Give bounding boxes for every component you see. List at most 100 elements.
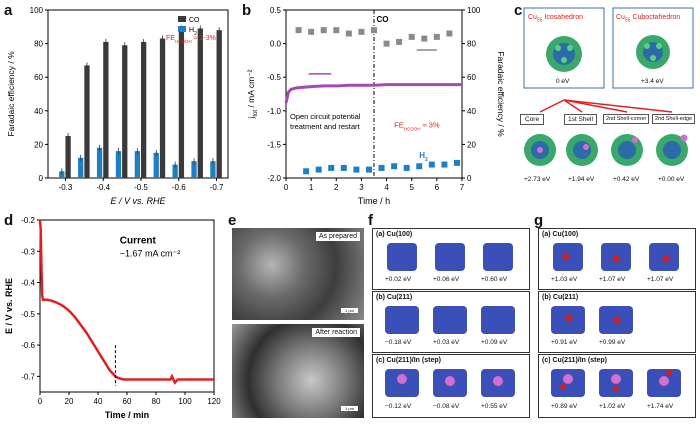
x-tick-label-d: 120 [207, 397, 221, 406]
site-edge-energy: +0.00 eV [658, 176, 685, 183]
f-row-b-title: (b) Cu(211) [376, 294, 413, 301]
x-tick-label-b: 7 [460, 183, 465, 192]
sem-image-as-prepared [232, 228, 364, 320]
y-tick-label-d: -0.3 [21, 247, 35, 256]
y-tick-label-d: -0.7 [21, 372, 35, 381]
f-row-c-title: (c) Cu(211)/In (step) [376, 357, 441, 364]
g-a-slab-3-icon [649, 243, 679, 271]
panel-g-row-a: (a) Cu(100) +1.03 eV +1.07 eV +1.07 eV [538, 228, 696, 290]
site-core-cluster-icon [524, 134, 556, 166]
chart-d: -0.2 -0.3 -0.4 -0.5 -0.6 -0.7 0 20 40 60 80 100 120 T… [4, 216, 221, 420]
point-co [320, 27, 327, 34]
label-h2-b: H2 [419, 151, 428, 163]
note-line1-b: Open circuit potential [290, 112, 361, 121]
panel-letter-d: d [4, 212, 14, 229]
point-co [446, 30, 453, 37]
f-c-slab-3-icon [481, 369, 515, 397]
label-current-value-d: −1.67 mA cm⁻² [120, 248, 181, 258]
bar-h2 [59, 171, 65, 178]
series-jtot [284, 83, 462, 104]
x-tick-label-b: 3 [359, 183, 364, 192]
bar-co [65, 136, 71, 178]
point-h2 [353, 166, 360, 173]
sem-scalebar-top: 1 μm [341, 308, 358, 313]
point-co [345, 30, 352, 37]
f-c-val-3: +0.55 eV [481, 403, 508, 410]
y-tick-label-d: -0.4 [21, 279, 35, 288]
x-tick-label-d: 0 [38, 397, 43, 406]
x-tick-label-d: 40 [94, 397, 103, 406]
legend-label-co: CO [189, 17, 200, 24]
point-co [371, 27, 377, 34]
bar-co [141, 41, 147, 178]
x-tick-label-d: 20 [65, 397, 74, 406]
bar-h2 [172, 164, 178, 178]
g-a-val-2: +1.07 eV [599, 276, 626, 283]
note-line2-b: treatment and restart [290, 122, 361, 131]
point-h2 [403, 164, 410, 171]
panel-c-diagram: Cu55 Icosahedron Cu55 Cuboctahedron 0 eV… [510, 0, 700, 210]
y-tick-label-right-b: 80 [467, 40, 476, 49]
panel-letter-g: g [534, 212, 544, 229]
panel-letter-c: c [514, 2, 523, 19]
y-tick-label-left-b: -1.5 [267, 140, 281, 149]
y-tick-label-left-b: -0.5 [267, 73, 281, 82]
y-tick-label-a: 60 [34, 73, 43, 82]
f-a-slab-2-icon [435, 243, 465, 271]
sem-scalebar-bottom: 1 μm [341, 406, 358, 411]
x-axis-label-b: Time / h [358, 196, 390, 206]
g-a-slab-2-icon [601, 243, 631, 271]
bar-co [159, 38, 166, 179]
g-a-val-3: +1.07 eV [647, 276, 674, 283]
x-tick-label-d: 100 [178, 397, 192, 406]
y-axis-label-left-b: jtot / mA cm⁻² [246, 69, 259, 119]
point-h2 [416, 163, 423, 170]
cubo-energy: +3.4 eV [641, 78, 664, 85]
f-b-slab-2-icon [433, 306, 467, 334]
legend-swatch-co [178, 16, 186, 22]
x-tick-label-d: 60 [123, 397, 132, 406]
x-tick-label-a: -0.4 [96, 183, 110, 192]
point-h2 [340, 164, 347, 171]
sem-label-top: As prepared [315, 232, 360, 241]
bar-h2 [78, 157, 84, 178]
site-core-label: Core [520, 114, 545, 125]
point-co [408, 33, 415, 40]
bar-h2 [191, 161, 197, 178]
site-shell1-energy: +1.94 eV [568, 176, 595, 183]
point-h2 [428, 161, 435, 168]
point-h2 [441, 161, 448, 168]
y-tick-label-d: -0.5 [21, 310, 35, 319]
bar-co [197, 28, 203, 179]
g-b-slab-2-icon [599, 306, 633, 334]
g-c-val-2: +1.02 eV [599, 403, 626, 410]
site-core-energy: +2.73 eV [524, 176, 551, 183]
bar-co [216, 30, 222, 178]
y-tick-label-right-b: 0 [467, 174, 472, 183]
panel-letter-a: a [4, 2, 13, 19]
bar-h2 [96, 147, 103, 178]
y-tick-label-right-b: 40 [467, 107, 476, 116]
point-co [295, 27, 302, 34]
f-a-val-3: +0.60 eV [481, 276, 508, 283]
panel-f-row-a: (a) Cu(100) +0.02 eV +0.06 eV +0.60 eV [372, 228, 530, 290]
label-co-b: CO [377, 15, 389, 24]
f-b-val-1: −0.18 eV [385, 339, 412, 346]
site-edge-cluster-icon [656, 134, 688, 166]
g-c-slab-1-icon [551, 369, 585, 397]
label-current-d: Current [120, 235, 157, 246]
point-co [396, 38, 403, 45]
y-axis-label-right-b: Faradaic efficiency / % [496, 51, 506, 137]
cubo-title-rest: Cuboctahedron [630, 14, 681, 21]
panel-f-row-b: (b) Cu(211) −0.18 eV +0.03 eV +0.09 eV [372, 291, 530, 353]
y-tick-label-right-b: 20 [467, 140, 476, 149]
annotation-fe-hcooh-b: FEHCOOH ≈ 3% [394, 121, 440, 132]
g-a-slab-1-icon [553, 243, 583, 271]
panel-letter-b: b [242, 2, 252, 19]
point-h2 [328, 164, 335, 171]
panel-letter-e: e [228, 212, 237, 229]
f-c-slab-1-icon [385, 369, 419, 397]
g-row-b-title: (b) Cu(211) [542, 294, 579, 301]
f-row-a-title: (a) Cu(100) [376, 231, 413, 238]
y-tick-label-left-b: -2.0 [267, 174, 281, 183]
